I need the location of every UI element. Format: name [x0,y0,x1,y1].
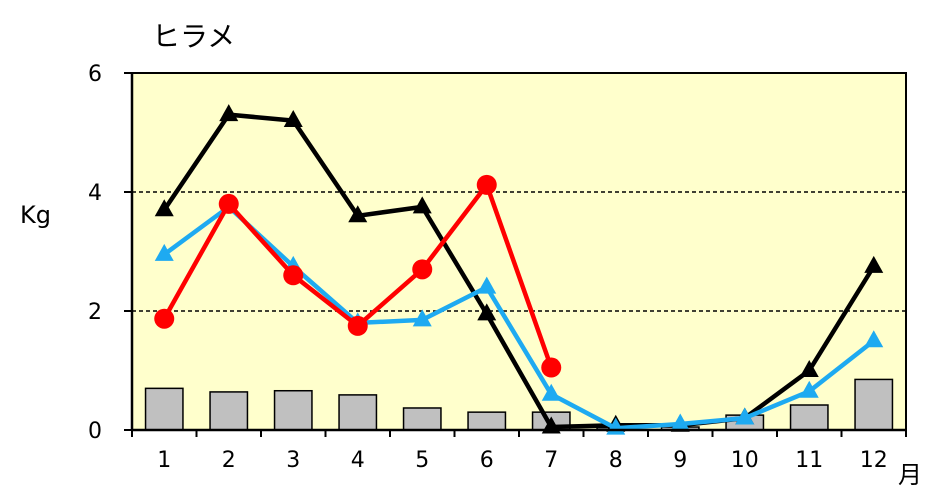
series-0-point-4 [348,205,368,223]
series-1-point-1 [154,243,174,261]
bar-2 [209,391,249,431]
y-tick-labels: 0 2 4 6 [88,62,102,444]
series-0-point-2 [219,104,239,122]
bar-12 [854,378,894,431]
x-tick-label-9: 9 [673,448,687,473]
axes [124,72,907,437]
bar-5 [402,407,442,431]
series-0 [154,104,884,434]
series-1-point-6 [477,276,497,294]
y-tick-label-4: 4 [88,181,102,206]
series-0-point-5 [412,196,432,214]
x-axis-unit: 月 [898,461,922,489]
x-tick-label-10: 10 [731,448,759,473]
series-2-point-6 [476,174,497,195]
bar-3 [273,389,313,431]
series-0-point-11 [799,359,819,377]
x-tick-label-6: 6 [480,448,494,473]
series-2-point-4 [347,315,368,336]
series-2-point-5 [412,259,433,280]
x-tick-labels: 1 2 3 4 5 6 7 8 9 10 11 12 [157,448,888,473]
x-tick-label-8: 8 [609,448,623,473]
series-0-point-12 [864,255,884,273]
series-2-point-3 [283,265,304,286]
series-2 [154,174,562,378]
x-tick-label-4: 4 [351,448,365,473]
bar-11 [789,404,829,431]
y-tick-label-6: 6 [88,62,102,87]
series-1-point-10 [735,407,755,425]
x-tick-label-2: 2 [222,448,236,473]
x-tick-label-1: 1 [157,448,171,473]
bar-1 [144,387,184,431]
bar-4 [338,394,378,431]
line-series [154,104,884,435]
plot-area [132,73,906,430]
series-1-point-7 [541,383,561,401]
series-2-point-2 [218,193,239,214]
series-0-point-1 [154,199,174,217]
bar-6 [467,411,507,431]
series-1-point-9 [670,413,690,431]
x-tick-label-5: 5 [415,448,429,473]
grid-lines [132,191,906,312]
y-tick-label-2: 2 [88,300,102,325]
series-0-point-6 [477,303,497,321]
series-2-point-1 [154,308,175,329]
x-tick-label-11: 11 [795,448,823,473]
series-1-point-12 [864,330,884,348]
chart-title: ヒラメ [152,20,235,53]
x-tick-label-12: 12 [860,448,888,473]
series-1-line-0 [162,204,876,431]
series-2-point-7 [541,357,562,378]
series-0-point-3 [283,110,303,128]
series-1-point-5 [412,309,432,327]
series-0-line-0 [162,112,876,430]
y-tick-label-0: 0 [88,419,102,444]
x-tick-label-3: 3 [286,448,300,473]
y-axis-label: Kg [20,201,51,229]
series-1-point-11 [799,380,819,398]
x-tick-label-7: 7 [544,448,558,473]
